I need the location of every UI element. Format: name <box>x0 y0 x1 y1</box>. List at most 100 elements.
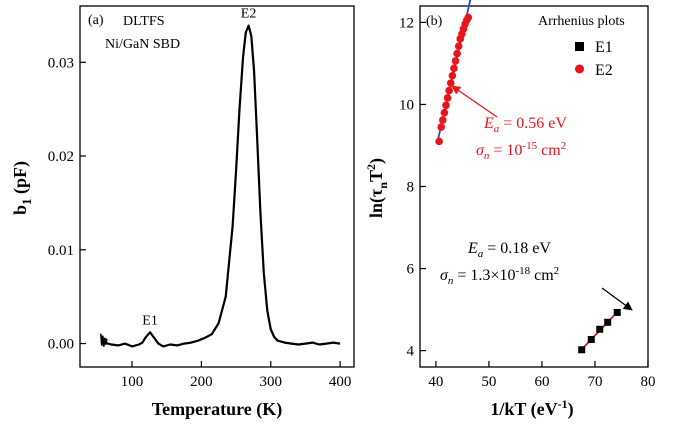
data-point-e2 <box>450 64 458 73</box>
e1-ea-subscript: a <box>478 248 484 260</box>
y-label-t: T <box>366 170 386 182</box>
e1-sigma-subscript: n <box>448 275 454 287</box>
y-label-tau-subscript: n <box>376 182 390 189</box>
data-point-e2 <box>448 71 457 80</box>
low-temperature-noise <box>100 333 108 347</box>
panel-a-frame <box>79 5 355 368</box>
panel-a-x-tick-label: 300 <box>260 374 283 390</box>
data-point-e2 <box>443 94 452 102</box>
e2-ea-subscript: a <box>494 123 500 135</box>
e1-sigma-unit-exponent: 2 <box>554 265 560 277</box>
data-point-e2 <box>439 116 447 124</box>
panel-b-x-tick-label: 40 <box>428 374 443 390</box>
panel-a-y-tick-label: 0.01 <box>48 243 74 259</box>
panel-b-y-tick-label: 4 <box>407 344 415 360</box>
data-point-e2 <box>446 79 455 87</box>
e2-sigma-exponent: -15 <box>522 140 537 152</box>
data-point-e1 <box>587 336 595 344</box>
e1-sigma-value: = 1.3×10 <box>453 267 515 284</box>
panel-b-x-ticks: 40 50 60 70 80 <box>428 361 656 390</box>
legend-label-e1: E1 <box>595 39 613 56</box>
data-point-e2 <box>464 13 473 22</box>
annotation-e2-cross-section: σn = 10-15 cm2 <box>476 140 566 162</box>
panel-a-label: (a) <box>88 13 104 28</box>
legend-label-e2: E2 <box>595 62 613 79</box>
data-point-e1 <box>578 346 586 354</box>
noise-trace <box>100 333 108 347</box>
peak-label-e1: E1 <box>142 313 158 328</box>
arrhenius-data-points <box>435 13 621 354</box>
e1-sigma-symbol: σ <box>440 267 449 284</box>
panel-b-x-tick-label: 50 <box>481 374 496 390</box>
data-point-e2 <box>453 49 461 58</box>
panel-b-x-axis-label: 1/kT (eV-1) <box>490 397 573 420</box>
arrhenius-fit-lines <box>436 0 621 353</box>
panel-a-x-axis-label: Temperature (K) <box>152 399 282 420</box>
panel-a-y-tick-label: 0.02 <box>48 149 74 165</box>
e1-sigma-exponent: -18 <box>515 265 530 277</box>
y-label-ln: ln( <box>366 197 387 218</box>
legend: E1 E2 <box>575 39 613 79</box>
legend-marker-e1 <box>575 42 584 51</box>
annotation-e1-cross-section: σn = 1.3×10-18 cm2 <box>440 265 559 287</box>
panel-b-y-tick-label: 8 <box>407 180 415 196</box>
e1-sigma-unit: cm <box>530 267 554 284</box>
annotation-e2: Ea = 0.56 eV σn = 10-15 cm2 <box>451 85 567 162</box>
panel-b-y-axis-label: ln(τnT2) <box>364 158 390 218</box>
panel-b-x-tick-label: 70 <box>587 374 602 390</box>
y-label-tau: τ <box>366 188 386 197</box>
data-point-e2 <box>442 101 450 110</box>
e2-sigma-symbol: σ <box>476 142 485 159</box>
e1-ea-symbol: E <box>467 240 478 257</box>
annotation-e2-activation-energy: Ea = 0.56 eV <box>483 115 567 135</box>
e2-sigma-value: = 10 <box>489 142 522 159</box>
panel-b-label: (b) <box>426 14 443 29</box>
panel-b-y-tick-label: 6 <box>407 262 415 278</box>
x-label-exponent: -1 <box>558 397 568 411</box>
e1-ea-value: = 0.18 eV <box>483 240 551 257</box>
panel-a-y-tick-label: 0.03 <box>48 55 74 71</box>
panel-a: 0.000.010.020.03 100 200 300 400 (a) DLTFS … <box>10 5 355 420</box>
x-label-close: ) <box>568 399 574 420</box>
panel-b-title: Arrhenius plots <box>538 14 625 29</box>
data-point-e2 <box>445 86 453 95</box>
data-point-e2 <box>435 137 443 146</box>
annotation-e1-activation-energy: Ea = 0.18 eV <box>467 240 551 260</box>
panel-a-x-ticks: 100 200 300 400 <box>121 361 352 390</box>
panel-a-x-tick-label: 400 <box>329 374 352 390</box>
panel-a-x-tick-label: 100 <box>121 374 144 390</box>
y-label-t-exponent: 2 <box>364 164 378 170</box>
panel-b-y-ticks: 4 6 8 10 12 <box>399 15 426 360</box>
panel-b: 4 6 8 10 12 40 50 60 70 80 (b) Arrhenius plots E… <box>364 0 656 420</box>
data-point-e2 <box>454 42 463 51</box>
e2-ea-symbol: E <box>483 115 494 132</box>
annotation-sample: Ni/GaN SBD <box>105 37 180 52</box>
data-point-e2 <box>437 123 446 131</box>
panel-b-y-tick-label: 12 <box>399 15 414 31</box>
data-point-e1 <box>613 308 621 316</box>
data-point-e2 <box>440 108 449 117</box>
data-point-e1 <box>604 318 612 326</box>
data-point-e1 <box>596 325 604 333</box>
annotation-dltfs: DLTFS <box>123 14 165 29</box>
panel-b-x-tick-label: 80 <box>641 374 656 390</box>
data-point-e2 <box>451 57 460 65</box>
y-label-close: ) <box>366 158 387 164</box>
x-label-main: 1/kT (eV <box>490 399 557 420</box>
panel-a-x-tick-label: 200 <box>190 374 213 390</box>
panel-b-y-tick-label: 10 <box>399 97 414 113</box>
legend-marker-e2 <box>575 64 584 74</box>
panel-a-y-tick-label: 0.00 <box>48 337 74 353</box>
panel-b-x-tick-label: 60 <box>534 374 549 390</box>
dltfs-spectrum-line <box>100 24 341 348</box>
panel-a-y-axis-label: b1 (pF) <box>10 161 34 215</box>
y-label-subscript: 1 <box>19 198 34 205</box>
panel-a-y-ticks: 0.00 0.01 0.02 0.03 <box>48 55 86 353</box>
e2-ea-value: = 0.56 eV <box>499 115 567 132</box>
annotation-e1: Ea = 0.18 eV σn = 1.3×10-18 cm2 <box>440 240 633 311</box>
peak-label-e2: E2 <box>241 7 257 22</box>
annotation-e2-arrow <box>451 85 498 118</box>
e2-sigma-unit: cm <box>537 142 561 159</box>
y-label-unit: (pF) <box>10 161 31 199</box>
